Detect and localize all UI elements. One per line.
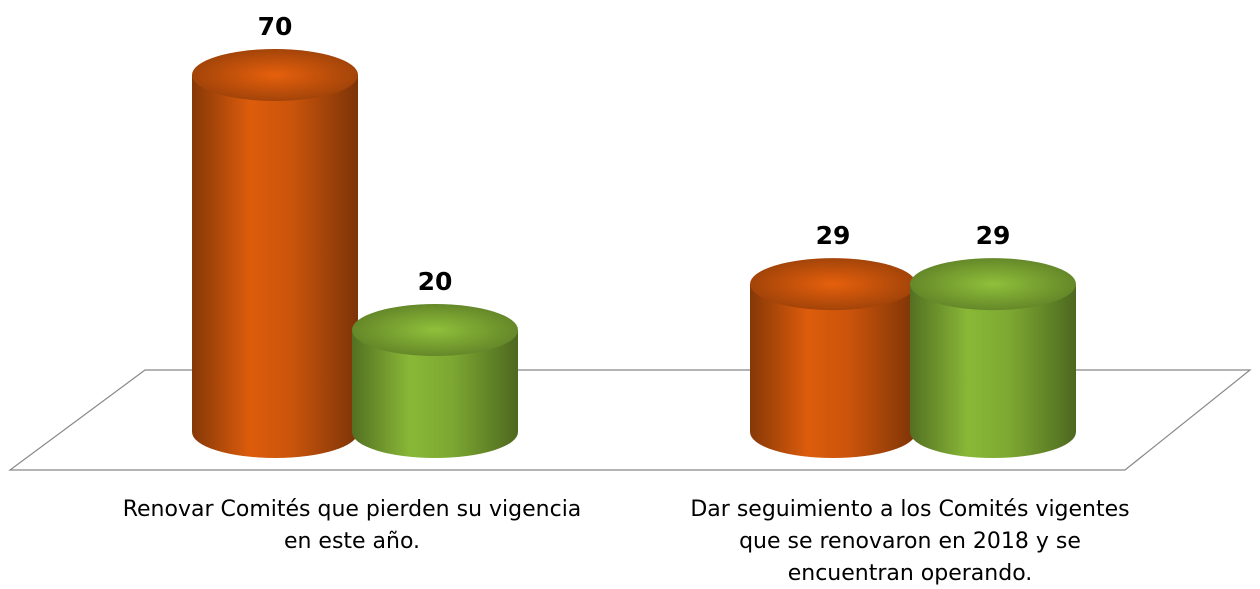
bar-top [910,258,1076,311]
value-label: 29 [976,221,1011,250]
value-label: 29 [816,221,851,250]
bar-top [750,258,916,311]
bar-body [910,284,1076,458]
bar [352,304,518,458]
bar-body [192,75,358,458]
value-label: 20 [418,267,453,296]
bar [910,258,1076,458]
bar [192,49,358,458]
bar-top [352,304,518,356]
bar-body [352,330,518,458]
bar-top [192,49,358,101]
bar [750,258,916,458]
value-label: 70 [258,12,293,41]
bar-body [750,284,916,458]
x-tick-label: Renovar Comités que pierden su vigencia … [122,497,582,554]
x-tick-label: Dar seguimiento a los Comités vigentes q… [690,497,1130,586]
